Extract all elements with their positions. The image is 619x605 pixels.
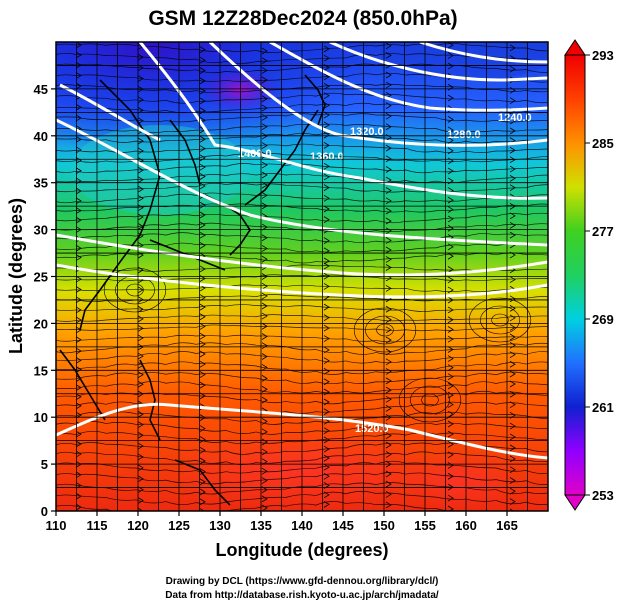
temperature-field	[56, 42, 548, 511]
x-tick-label: 110	[46, 518, 67, 533]
x-tick-label: 120	[127, 518, 149, 533]
colorbar: 293 285 277 269 261 253	[564, 39, 614, 511]
contour-label: 1400.0	[238, 148, 272, 160]
contour-label: 1240.0	[498, 112, 532, 124]
contour-label: 1360.0	[310, 151, 344, 163]
colorbar-label: 269	[592, 312, 614, 327]
y-tick-label: 45	[34, 82, 48, 97]
y-axis-label: Latitude (degrees)	[6, 198, 26, 354]
credit-data: Data from http://database.rish.kyoto-u.a…	[165, 590, 439, 601]
y-tick-label: 30	[34, 223, 48, 238]
contour-label: 1280.0	[447, 129, 481, 141]
x-tick-label: 145	[332, 518, 354, 533]
colorbar-label: 293	[592, 48, 614, 63]
y-tick-label: 5	[41, 457, 48, 472]
wind-streamlines	[56, 42, 548, 511]
map-title: GSM 12Z28Dec2024 (850.0hPa)	[148, 7, 457, 30]
contour-label: 1320.0	[350, 126, 384, 138]
colorbar-label: 277	[592, 224, 614, 239]
y-tick-label: 25	[34, 270, 48, 285]
x-tick-label: 115	[87, 518, 108, 533]
colorbar-label: 285	[592, 136, 614, 151]
x-tick-label: 125	[168, 518, 190, 533]
x-axis-ticks: 110 115 120 125 130 135 140 145 150 155 160 165	[46, 511, 518, 533]
y-tick-label: 20	[34, 316, 48, 331]
colorbar-label: 261	[592, 400, 614, 415]
colorbar-top-arrow	[564, 39, 586, 56]
x-tick-label: 140	[291, 518, 313, 533]
x-tick-label: 165	[496, 518, 518, 533]
x-tick-label: 155	[414, 518, 436, 533]
x-tick-label: 160	[455, 518, 477, 533]
credit-drawing: Drawing by DCL (https://www.gfd-dennou.o…	[166, 576, 439, 587]
y-tick-label: 35	[34, 176, 48, 191]
colorbar-bottom-arrow	[564, 494, 586, 511]
x-axis-label: Longitude (degrees)	[215, 540, 388, 560]
x-tick-label: 130	[209, 518, 231, 533]
colorbar-label: 253	[592, 488, 614, 503]
y-axis-ticks: 0 5 10 15 20 25 30 35 40 45	[34, 82, 56, 519]
y-tick-label: 0	[41, 504, 48, 519]
x-tick-label: 135	[250, 518, 272, 533]
y-tick-label: 40	[34, 129, 48, 144]
colorbar-scale	[564, 54, 586, 496]
x-tick-label: 150	[373, 518, 395, 533]
y-tick-label: 10	[34, 410, 48, 425]
lat-lon-grid	[56, 42, 548, 511]
y-tick-label: 15	[34, 363, 48, 378]
